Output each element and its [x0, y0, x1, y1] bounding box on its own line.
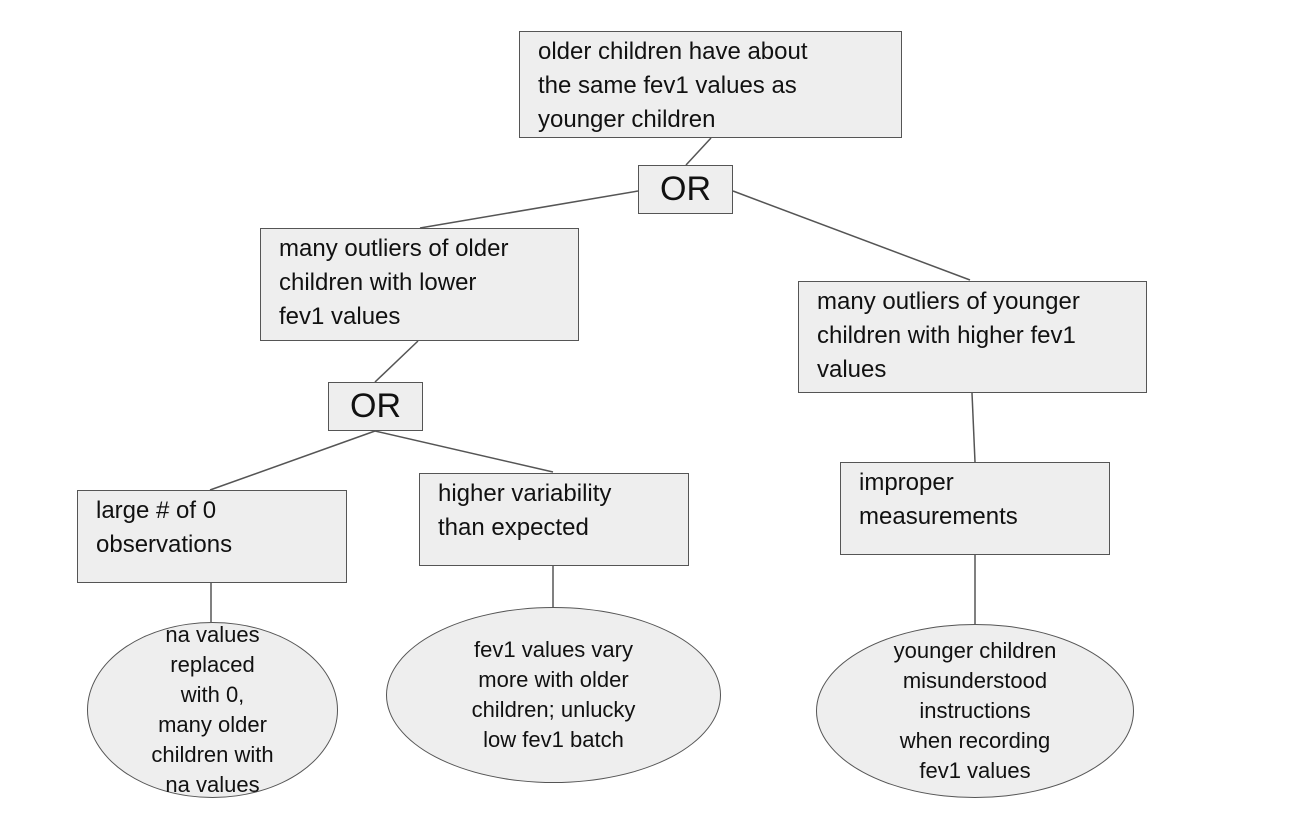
- improper-measurements-box: improper measurements: [840, 462, 1110, 555]
- unlucky-batch-ellipse: fev1 values vary more with older childre…: [386, 607, 721, 783]
- root-event-box: older children have about the same fev1 …: [519, 31, 902, 138]
- misunderstood-instructions-text: younger children misunderstood instructi…: [893, 638, 1057, 783]
- edge-or-zero-obs: [209, 430, 376, 491]
- edge-or-variability: [374, 430, 554, 473]
- or-gate-top: OR: [638, 165, 733, 214]
- na-values-text: na values replaced with 0, many older ch…: [151, 622, 274, 797]
- edge-or-left-branch: [419, 190, 639, 229]
- edge-left-branch-or: [374, 340, 419, 383]
- edge-root-or: [685, 137, 712, 166]
- or-gate-left: OR: [328, 382, 423, 431]
- edge-or-right-branch: [732, 190, 971, 281]
- misunderstood-instructions-ellipse: younger children misunderstood instructi…: [816, 624, 1134, 798]
- variability-box: higher variability than expected: [419, 473, 689, 566]
- edge-right-branch-improper: [971, 392, 976, 463]
- left-branch-box: many outliers of older children with low…: [260, 228, 579, 341]
- unlucky-batch-text: fev1 values vary more with older childre…: [471, 637, 636, 752]
- zero-observations-box: large # of 0 observations: [77, 490, 347, 583]
- na-values-ellipse: na values replaced with 0, many older ch…: [87, 622, 338, 798]
- right-branch-box: many outliers of younger children with h…: [798, 281, 1147, 393]
